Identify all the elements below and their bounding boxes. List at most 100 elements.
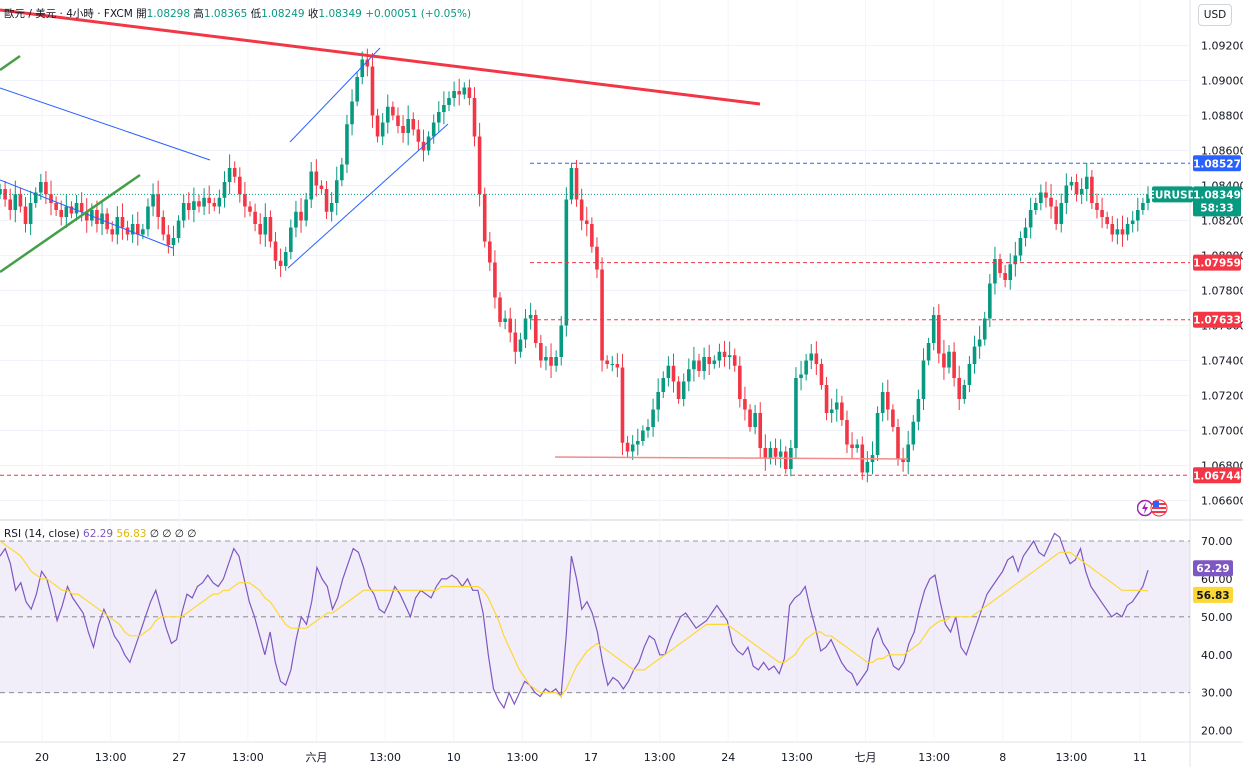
candle-body [687,369,691,382]
candle-body [171,238,176,245]
legend-open-label: 開 [136,8,147,20]
candle-body [3,189,7,200]
candle-body [610,364,615,365]
candle-body [447,98,451,105]
candle-body [1003,273,1007,280]
time-tick-label: 13:00 [781,751,813,764]
candle-body [809,353,814,361]
candle-body [738,365,742,399]
candle-body [569,168,574,200]
candle-body [661,378,666,392]
candle-body [824,385,829,413]
rsi-tick-label: 20.00 [1201,725,1233,738]
channel-lower-line[interactable] [0,179,174,249]
rsi-line [0,532,1149,710]
currency-button[interactable]: USD [1198,4,1232,26]
time-tick-label: 10 [447,751,461,764]
candle-body [365,59,370,67]
candle-body [156,194,160,217]
candle-body [462,87,467,95]
green-trendline-b[interactable] [0,173,141,274]
candle-body [630,444,635,452]
candle-body [166,234,171,245]
candle-body [1115,229,1120,235]
time-tick-label: 六月 [306,751,328,764]
rising-channel-upper[interactable] [289,47,381,143]
legend-close: 1.08349 [318,8,362,20]
price-tick-label: 1.08200 [1201,215,1243,228]
resistance-trendline[interactable] [0,8,761,106]
candle-body [666,365,671,378]
candle-body [829,409,834,413]
candle-body [656,392,660,410]
candle-body [248,206,252,212]
candle-body [192,201,196,210]
candle-body [273,241,278,261]
time-tick-label: 20 [35,751,49,764]
candle-body [1044,192,1048,198]
candle-body [778,451,783,457]
candle-body [207,197,211,203]
candle-body [1033,203,1038,210]
price-tick-label: 1.09000 [1201,75,1243,88]
last-price-tag [1193,186,1241,217]
candle-body [845,420,849,445]
lightning-icon[interactable] [1137,499,1154,517]
candle-body [283,252,288,266]
candle-body [942,353,946,368]
candle-body [508,318,513,333]
candle-body [278,260,283,266]
candle-body [773,448,778,457]
candle-body [722,351,727,357]
candle-body [69,206,74,214]
candle-body [1064,185,1069,203]
us-flag-icon[interactable] [1150,499,1168,517]
channel-upper-line[interactable] [0,87,211,161]
time-tick-label: 24 [721,751,735,764]
candle-body [181,203,186,221]
candle-body [518,339,523,352]
candle-body [263,217,268,235]
rising-channel-lower[interactable] [287,123,449,269]
candle-body [1120,229,1125,235]
candle-body [258,224,263,235]
candle-body [1069,182,1074,186]
candle-body [100,213,104,224]
candle-body [59,210,64,217]
candle-body [457,91,461,95]
candle-body [615,364,620,368]
candle-body [885,392,890,410]
candle-body [651,409,655,427]
candle-body [1110,224,1115,235]
countdown-value: 58:33 [1200,202,1233,214]
candle-body [222,182,227,198]
candle-body [916,399,921,422]
candle-body [600,269,604,361]
candle-body [635,441,640,445]
candle-body [952,351,956,378]
candle-body [743,399,747,410]
candle-body [880,392,885,413]
candle-body [646,427,650,431]
candle-body [350,101,354,125]
candle-body [559,325,564,357]
candle-body [947,351,951,368]
legend-symbol: 歐元 / 美元 · 4小時 · FXCM [4,8,133,20]
candle-body [891,409,895,427]
legend-low: 1.08249 [261,8,305,20]
candle-body [186,203,191,210]
support-line[interactable] [554,456,909,460]
candle-body [1105,217,1109,224]
price-tick-label: 1.06600 [1201,495,1243,508]
price-level-tag-text: 1.07633 [1193,315,1241,327]
candle-body [1135,210,1140,221]
candle-body [431,122,436,137]
candle-body [1100,210,1104,217]
green-trendline-a[interactable] [0,54,21,72]
last-price-value: 1.08349 [1193,189,1241,201]
candle-body [1008,264,1013,280]
candle-body [748,409,752,427]
candle-body [544,357,548,361]
price-tick-label: 1.08600 [1201,145,1243,158]
